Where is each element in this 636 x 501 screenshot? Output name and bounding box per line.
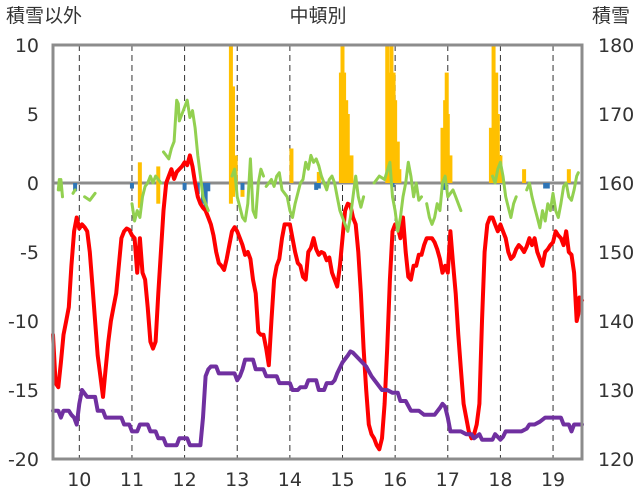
x-tick-label: 17 — [436, 469, 460, 491]
y-right-tick-label: 180 — [598, 35, 634, 57]
series-line-2-4 — [162, 98, 210, 213]
bar-0-19 — [395, 141, 400, 183]
bar-0-1 — [156, 166, 161, 204]
y-right-tick-label: 150 — [598, 242, 634, 264]
bar-0-20 — [397, 169, 402, 183]
y-left-tick-label: 10 — [15, 35, 39, 57]
bar-0-3 — [231, 86, 236, 197]
y-left-tick-label: -10 — [8, 311, 39, 333]
x-tick-label: 15 — [330, 469, 354, 491]
x-tick-label: 13 — [225, 469, 249, 491]
y-right-tick-label: 130 — [598, 380, 634, 402]
x-tick-label: 19 — [541, 469, 565, 491]
y-right-tick-label: 120 — [598, 449, 634, 471]
y-left-tick-label: -20 — [8, 449, 39, 471]
bar-0-25 — [448, 155, 453, 183]
bar-0-24 — [445, 114, 450, 183]
bar-0-7 — [316, 171, 321, 183]
bar-0-32 — [566, 169, 571, 183]
chart-title: 中頓別 — [289, 5, 346, 27]
bar-0-31 — [522, 169, 527, 183]
bar-0-29 — [495, 114, 500, 183]
y-right-tick-label: 160 — [598, 173, 634, 195]
bar-1-13 — [545, 183, 550, 189]
bar-0-6 — [289, 148, 294, 183]
bar-0-27 — [491, 45, 496, 183]
left-axis-label: 積雪以外 — [6, 5, 82, 27]
x-tick-label: 14 — [278, 469, 302, 491]
bar-1-6 — [206, 183, 211, 192]
bar-1-0 — [73, 183, 78, 192]
x-tick-label: 18 — [488, 469, 512, 491]
series-line-2-0 — [56, 178, 64, 199]
right-axis-label: 積雪 — [592, 5, 630, 27]
y-right-tick-label: 170 — [598, 104, 634, 126]
series-line-2-3 — [130, 174, 163, 223]
bar-1-8 — [314, 183, 319, 190]
line-layer — [51, 98, 584, 452]
series-line-2-8 — [425, 174, 463, 226]
bar-0-2 — [228, 45, 233, 204]
bar-0-10 — [342, 72, 347, 183]
x-tick-label: 12 — [172, 469, 196, 491]
bar-0-21 — [440, 127, 445, 183]
series-line-2-1 — [71, 188, 77, 195]
bar-1-2 — [182, 183, 187, 190]
series-line-0-0 — [51, 153, 584, 452]
series-line-2-6 — [264, 153, 366, 233]
y-left-tick-label: 5 — [27, 104, 39, 126]
series-line-2-7 — [372, 160, 423, 233]
bar-0-18 — [393, 100, 398, 183]
series-line-1-0 — [51, 349, 584, 448]
bar-0-0 — [137, 162, 142, 208]
series-line-2-10 — [525, 171, 580, 230]
bar-1-9 — [316, 183, 321, 189]
bar-0-16 — [389, 45, 394, 183]
tick-layer: 10 5 0 -5 -10 -15 -20 180 170 160 150 140 130 120 10 11… — [8, 35, 634, 491]
y-left-tick-label: 0 — [27, 173, 39, 195]
bar-1-5 — [203, 183, 208, 211]
bar-1-7 — [240, 183, 245, 190]
bar-0-26 — [488, 127, 493, 183]
bar-1-1 — [129, 183, 134, 189]
y-left-tick-label: -15 — [8, 380, 39, 402]
x-tick-label: 16 — [383, 469, 407, 491]
bar-0-12 — [345, 114, 350, 183]
y-right-tick-label: 140 — [598, 311, 634, 333]
bar-0-14 — [385, 45, 390, 183]
series-line-2-9 — [491, 160, 518, 219]
x-tick-label: 10 — [67, 469, 91, 491]
series-line-2-2 — [83, 191, 97, 202]
bar-1-12 — [543, 183, 548, 189]
y-left-tick-label: -5 — [20, 242, 39, 264]
plot-frame — [51, 43, 584, 461]
series-line-2-5 — [230, 157, 265, 223]
bar-layer — [73, 45, 571, 211]
bar-0-13 — [349, 155, 354, 183]
x-tick-label: 11 — [120, 469, 144, 491]
